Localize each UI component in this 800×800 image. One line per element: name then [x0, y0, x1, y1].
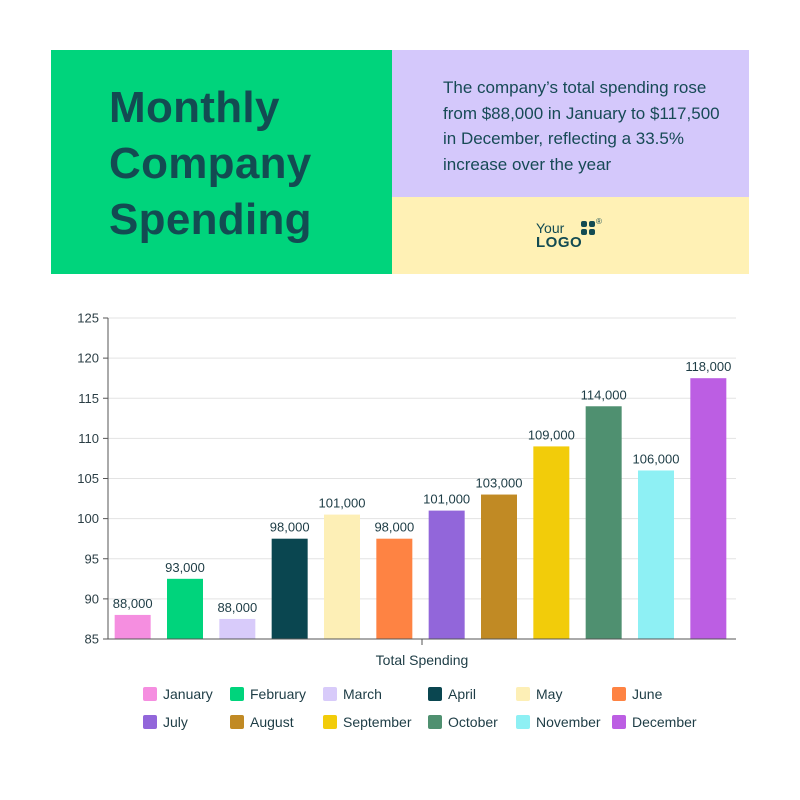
logo-panel: Your ® LOGO: [392, 197, 749, 274]
y-tick-label: 90: [85, 591, 99, 606]
data-label-june: 98,000: [374, 520, 414, 535]
legend-item-july: July: [143, 714, 188, 730]
data-label-july: 101,000: [423, 492, 470, 507]
legend-label: October: [448, 714, 498, 730]
bars: [114, 378, 727, 639]
logo-registered-mark: ®: [596, 217, 602, 226]
legend-label: August: [250, 714, 294, 730]
data-label-may: 101,000: [319, 496, 366, 511]
legend-swatch: [612, 687, 626, 701]
legend-label: September: [343, 714, 412, 730]
legend-swatch: [230, 687, 244, 701]
description-panel: The company’s total spending rose from $…: [392, 50, 749, 197]
data-label-october: 114,000: [581, 387, 627, 402]
header-banner: Monthly Company Spending The company’s t…: [51, 50, 749, 274]
legend: January February March April May June July Augu…: [143, 684, 743, 740]
data-labels: 88,000 93,000 88,000 98,000 101,000 98,000 101…: [113, 359, 732, 615]
legend-label: May: [536, 686, 563, 702]
legend-swatch: [143, 715, 157, 729]
bar-june: [376, 538, 413, 639]
bar-october: [585, 406, 622, 639]
data-label-november: 106,000: [633, 451, 680, 466]
legend-item-september: September: [323, 714, 411, 730]
bar-august: [481, 494, 517, 639]
y-tick-label: 95: [85, 551, 99, 566]
title-line-2: Company: [109, 139, 312, 188]
y-axis-ticks: 85 90 95 100 105 110 115 120 125: [77, 311, 108, 647]
y-tick-label: 125: [77, 311, 99, 326]
legend-swatch: [323, 687, 337, 701]
title-line-1: Monthly: [109, 83, 280, 132]
data-label-august: 103,000: [476, 476, 523, 491]
legend-item-december: December: [612, 714, 697, 730]
y-tick-label: 105: [77, 471, 99, 486]
legend-label: March: [343, 686, 382, 702]
logo-logo-text: LOGO: [536, 234, 583, 251]
bar-march: [219, 618, 256, 639]
data-label-september: 109,000: [528, 427, 575, 442]
data-label-april: 98,000: [270, 520, 310, 535]
legend-label: November: [536, 714, 601, 730]
grid-lines: [108, 317, 736, 600]
legend-label: February: [250, 686, 307, 702]
legend-item-june: June: [612, 686, 662, 702]
logo-your-text: Your: [536, 220, 565, 236]
legend-item-april: April: [428, 686, 476, 702]
title-line-3: Spending: [109, 195, 312, 244]
legend-label: April: [448, 686, 477, 702]
logo-mark-icon: [581, 221, 595, 235]
legend-label: June: [632, 686, 663, 702]
legend-label: January: [163, 686, 213, 702]
bar-september: [533, 446, 570, 639]
x-axis-label: Total Spending: [376, 652, 469, 668]
legend-swatch: [143, 687, 157, 701]
legend-item-november: November: [516, 714, 601, 730]
y-tick-label: 115: [78, 391, 99, 406]
legend-swatch: [516, 715, 530, 729]
y-tick-label: 85: [85, 632, 99, 647]
legend-item-march: March: [323, 686, 382, 702]
bar-february: [167, 578, 203, 639]
legend-label: December: [632, 714, 697, 730]
bar-december: [690, 378, 727, 639]
legend-item-august: August: [230, 714, 294, 730]
bar-january: [114, 614, 151, 639]
bar-july: [428, 510, 465, 639]
data-label-january: 88,000: [113, 596, 153, 611]
description-text: The company’s total spending rose from $…: [443, 78, 720, 174]
y-tick-label: 120: [77, 351, 99, 366]
legend-item-october: October: [428, 714, 498, 730]
legend-swatch: [428, 715, 442, 729]
legend-swatch: [428, 687, 442, 701]
legend-swatch: [612, 715, 626, 729]
legend-item-january: January: [143, 686, 213, 702]
legend-item-february: February: [230, 686, 306, 702]
legend-label: July: [163, 714, 188, 730]
company-logo: Your ® LOGO: [536, 217, 616, 254]
data-label-march: 88,000: [217, 600, 257, 615]
bar-may: [324, 514, 360, 639]
legend-item-may: May: [516, 686, 562, 702]
y-tick-label: 110: [78, 431, 99, 446]
data-label-december: 118,000: [685, 359, 731, 374]
legend-swatch: [323, 715, 337, 729]
y-tick-label: 100: [77, 511, 99, 526]
title-panel: Monthly Company Spending: [51, 50, 392, 274]
bar-november: [638, 470, 674, 639]
data-label-february: 93,000: [165, 560, 205, 575]
legend-swatch: [516, 687, 530, 701]
legend-swatch: [230, 715, 244, 729]
bar-april: [271, 538, 308, 639]
